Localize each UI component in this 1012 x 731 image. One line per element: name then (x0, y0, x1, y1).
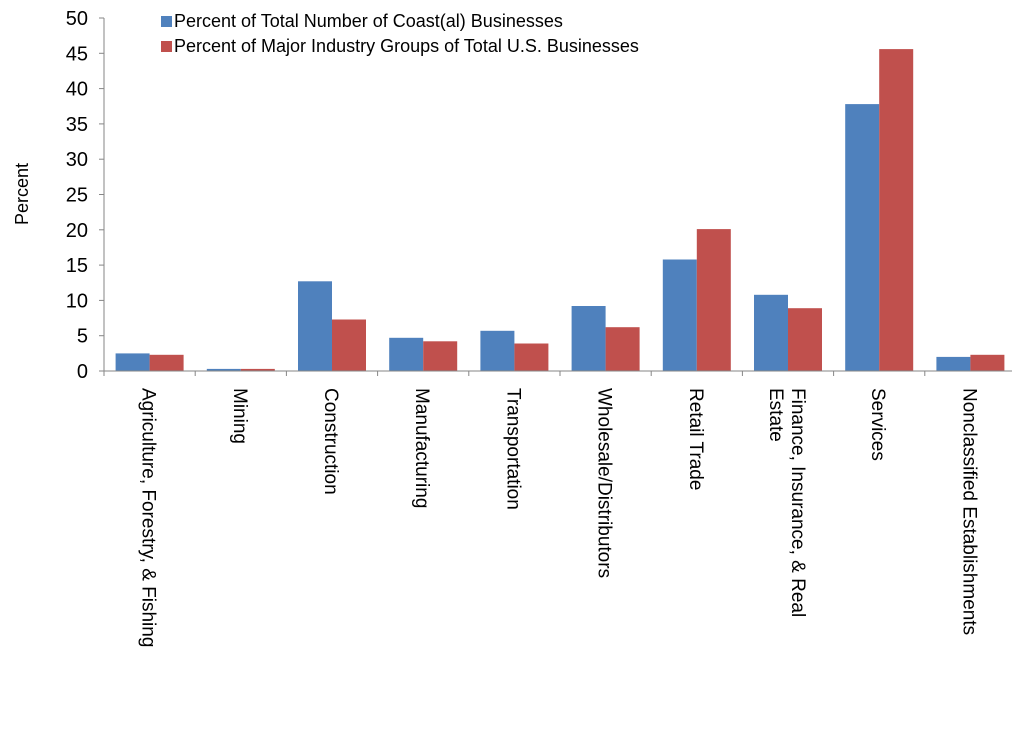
y-tick-label: 5 (77, 326, 88, 348)
y-tick-label: 20 (66, 220, 88, 242)
y-tick-label: 35 (66, 114, 88, 136)
category-labels-group: Agriculture, Forestry, & Fishing Mining Co… (103, 371, 979, 647)
bar-series-1-6 (571, 306, 606, 371)
x-category-label: Finance, Insurance, & RealEstate (765, 388, 808, 617)
bar-series-1-2 (206, 368, 241, 371)
x-category-label: Agriculture, Forestry, & Fishing (138, 388, 159, 647)
bar-series-2-10 (970, 354, 1005, 371)
legend-swatch-series-1 (161, 16, 172, 27)
bar-series-1-8 (754, 294, 788, 371)
bar-series-1-9 (845, 104, 880, 371)
bar-series-2-8 (788, 308, 822, 371)
bar-series-2-3 (332, 319, 366, 371)
bar-series-2-1 (149, 354, 184, 371)
bar-series-1-7 (662, 259, 697, 371)
legend: Percent of Total Number of Coast(al) Bus… (161, 11, 639, 56)
bar-series-2-9 (879, 49, 914, 371)
y-tick-label: 15 (66, 255, 88, 277)
bar-series-1-1 (115, 353, 150, 371)
x-category-label: Retail Trade (685, 388, 706, 490)
bar-series-1-10 (936, 356, 971, 371)
y-axis-title: Percent (12, 163, 32, 225)
y-ticks-group: 0 5 10 15 20 25 30 35 40 45 50 (66, 8, 104, 383)
bar-series-1-5 (480, 330, 515, 371)
legend-label-series-1: Percent of Total Number of Coast(al) Bus… (174, 11, 563, 31)
bar-series-2-2 (240, 368, 275, 371)
x-category-label: Nonclassified Establishments (958, 388, 979, 635)
bar-series-2-5 (514, 343, 549, 371)
y-tick-label: 10 (66, 290, 88, 312)
y-tick-label: 25 (66, 185, 88, 207)
x-category-label: Services (867, 388, 888, 461)
x-category-label: Mining (229, 388, 250, 444)
x-category-label: Transportation (502, 388, 523, 510)
x-category-label: Wholesale/Distributors (594, 388, 615, 578)
bars-group (115, 49, 1005, 371)
bar-series-1-4 (389, 337, 424, 371)
y-tick-label: 0 (77, 361, 88, 383)
bar-series-2-4 (423, 341, 458, 371)
legend-swatch-series-2 (161, 41, 172, 52)
y-tick-label: 45 (66, 43, 88, 65)
y-tick-label: 50 (66, 8, 88, 30)
x-category-label: Construction (320, 388, 341, 495)
legend-label-series-2: Percent of Major Industry Groups of Tota… (174, 36, 639, 56)
y-tick-label: 30 (66, 149, 88, 171)
bar-series-2-7 (696, 229, 731, 371)
x-category-label: Manufacturing (411, 388, 432, 508)
y-tick-label: 40 (66, 79, 88, 101)
bar-series-1-3 (298, 281, 332, 371)
bar-series-2-6 (605, 327, 640, 371)
